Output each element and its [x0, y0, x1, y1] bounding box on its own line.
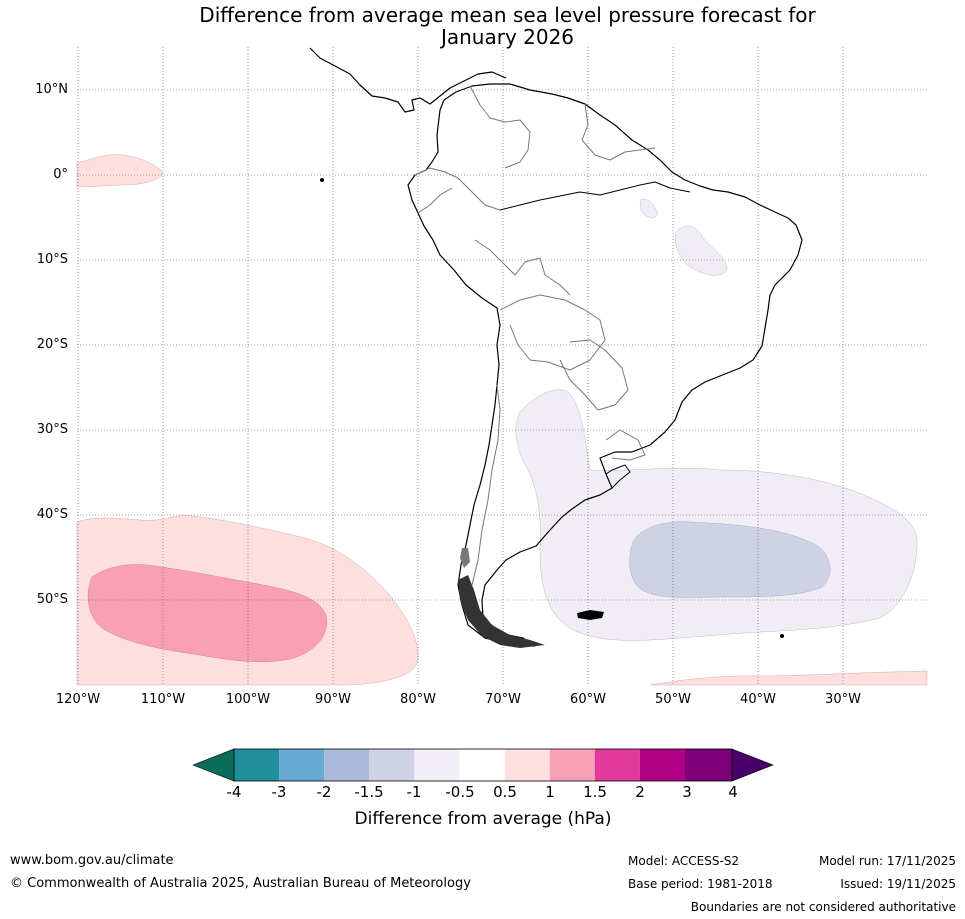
colorbar-arrow-above-4: [731, 748, 774, 782]
coastlines: [309, 47, 803, 647]
lat-label-20s: 20°S: [36, 337, 68, 352]
lon-label-110w: 110°W: [140, 692, 186, 707]
colorbar-tick-label: -1.5: [354, 783, 384, 801]
coastline-amazon-river: [499, 181, 691, 211]
border-colombia-ecuador-peru: [414, 167, 501, 211]
coastline-central-america: [309, 47, 507, 113]
coastline-rio-de-la-plata: [605, 464, 631, 489]
lat-label-30s: 30°S: [36, 422, 68, 437]
islands: [320, 178, 784, 648]
colorbar-outline: [233, 748, 733, 782]
anomaly-positive-1-1.5-southeast-pacific: [87, 564, 327, 662]
lon-label-40w: 40°W: [740, 692, 776, 707]
island-falklands: [577, 610, 604, 620]
footer-base-period: Base period: 1981-2018: [628, 877, 773, 891]
island-galapagos: [320, 178, 324, 182]
lon-label-90w: 90°W: [315, 692, 351, 707]
lon-label-100w: 100°W: [225, 692, 271, 707]
footer-disclaimer: Boundaries are not considered authoritat…: [690, 900, 956, 914]
lon-label-60w: 60°W: [570, 692, 606, 707]
border-uruguay: [605, 429, 646, 461]
map-graticule: [77, 47, 927, 685]
colorbar-tick-label: -4: [226, 783, 242, 801]
island-chiloe: [460, 548, 470, 568]
border-argentina-chile: [471, 384, 501, 586]
lat-label-50s: 50°S: [36, 592, 68, 607]
colorbar-bin-minus-2-minus-1.5: [324, 749, 370, 781]
lat-label-10s: 10°S: [36, 252, 68, 267]
colorbar-bin-0.5-1: [504, 749, 550, 781]
lon-label-30w: 30°W: [825, 692, 861, 707]
anomaly-positive-0.5-1-far-south-atlantic: [649, 670, 928, 686]
colorbar-title: Difference from average (hPa): [354, 809, 612, 829]
anomaly-negative-1-1.5-south-atlantic: [629, 521, 831, 598]
colorbar-tick-label: 0.5: [493, 783, 517, 801]
lon-label-50w: 50°W: [655, 692, 691, 707]
border-ecuador-peru: [417, 187, 453, 214]
coastline-south-america: [407, 83, 803, 647]
colorbar-tick-label: 1.5: [583, 783, 607, 801]
colorbar-bin-1-1.5: [549, 749, 595, 781]
lat-label-40s: 40°S: [36, 507, 68, 522]
colorbar-tick-label: 2: [635, 783, 645, 801]
colorbar-bin-minus-3-minus-2: [279, 749, 325, 781]
lat-label-0: 0°: [53, 167, 68, 182]
footer-url[interactable]: www.bom.gov.au/climate: [10, 853, 174, 868]
lon-label-80w: 80°W: [400, 692, 436, 707]
colorbar-bin-minus-4-minus-3: [234, 749, 280, 781]
colorbar-tick-label: 3: [682, 783, 692, 801]
map-title-line-2: January 2026: [440, 25, 575, 49]
colorbar-tick-label: 1: [545, 783, 555, 801]
border-bolivia: [499, 294, 606, 371]
colorbar-bin-2-3: [639, 749, 685, 781]
border-paraguay: [559, 339, 629, 411]
colorbar-bin-3-4: [685, 749, 732, 781]
map-title-line-1: Difference from average mean sea level p…: [199, 3, 816, 27]
colorbar-tick-label: -1: [406, 783, 422, 801]
colorbar-bin-1.5-2: [594, 749, 640, 781]
colorbar-tick-label: -2: [316, 783, 332, 801]
border-peru-brazil: [474, 239, 571, 296]
border-colombia-venezuela: [469, 85, 531, 169]
colorbar-bin-minus-1.5-minus-1: [369, 749, 415, 781]
colorbar-bin-minus-1-minus-0.5: [414, 749, 460, 781]
colorbar-tick-label: -3: [271, 783, 287, 801]
lat-label-10n: 10°N: [35, 82, 68, 97]
anomaly-negative-0.5-1-brazil: [675, 225, 728, 276]
colorbar-bin-minus-0.5-0.5: [459, 749, 505, 781]
footer-model-run: Model run: 17/11/2025: [818, 854, 956, 868]
island-tierra-del-fuego: [458, 575, 545, 648]
lon-label-70w: 70°W: [485, 692, 521, 707]
footer-model: Model: ACCESS-S2: [628, 854, 740, 868]
lon-label-120w: 120°W: [55, 692, 101, 707]
map-title: Difference from average mean sea level p…: [150, 4, 865, 48]
footer-copyright: © Commonwealth of Australia 2025, Austra…: [10, 876, 471, 891]
border-guianas: [581, 103, 656, 161]
country-borders: [414, 85, 656, 586]
colorbar-arrow-below-minus-4: [192, 748, 235, 782]
anomaly-negative-0.5-1-amazon-mouth: [639, 198, 659, 218]
colorbar-tick-label: -0.5: [445, 783, 475, 801]
anomaly-positive-0.5-1-equatorial-pacific: [76, 154, 164, 188]
colorbar-tick-label: 4: [728, 783, 738, 801]
island-south-georgia: [780, 634, 784, 638]
footer-issued: Issued: 19/11/2025: [840, 877, 956, 891]
colorbar: [192, 748, 774, 782]
